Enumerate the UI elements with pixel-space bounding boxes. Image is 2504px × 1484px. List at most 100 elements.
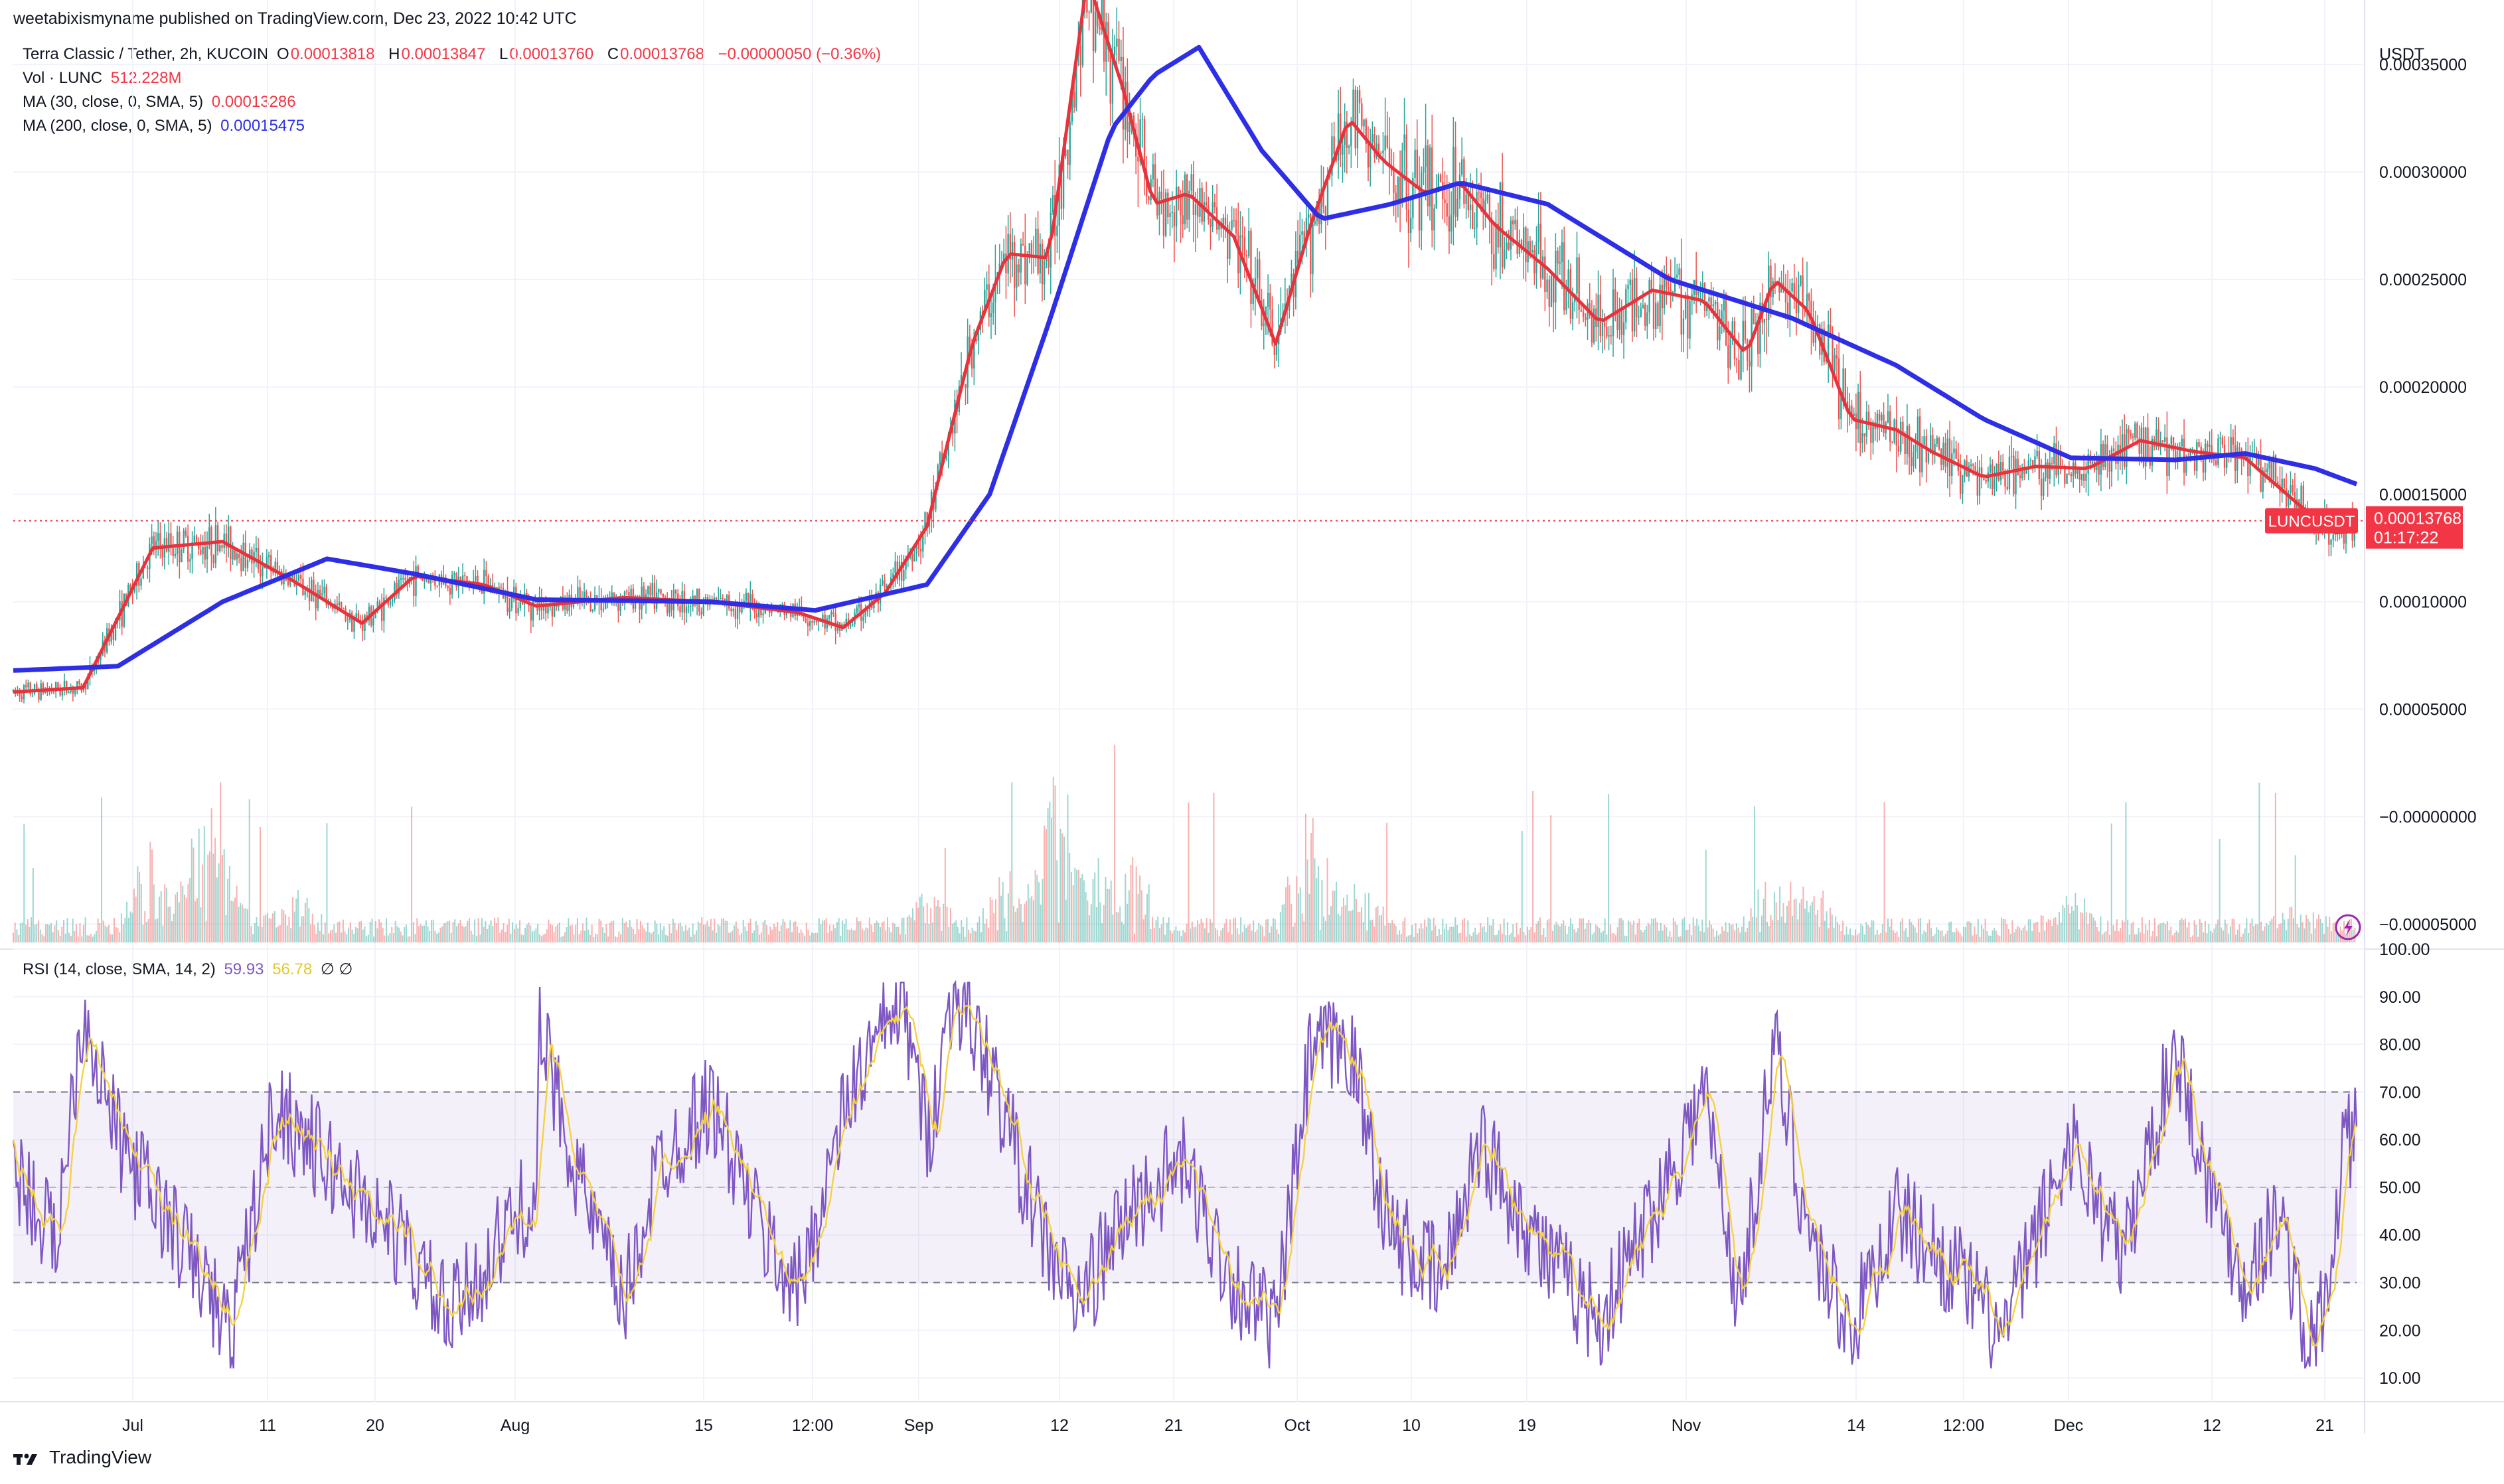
volume-bar [380,922,382,942]
volume-value: 512.228M [110,69,182,87]
volume-bar [1546,920,1548,942]
volume-bar [760,932,762,942]
volume-bar [308,908,310,942]
tradingview-brand[interactable]: TradingView [13,1447,151,1468]
candle-body [2076,468,2078,474]
volume-bar [1168,917,1170,942]
candle-body [202,546,204,555]
volume-bar [1375,907,1377,942]
symbol-title[interactable]: Terra Classic / Tether, 2h, KUCOIN [23,45,269,63]
rsi-axis[interactable]: 100.0090.0080.0070.0060.0050.0040.0030.0… [2379,940,2430,1388]
volume-bar [1815,915,1817,942]
candle-body [602,609,605,611]
volume-bar [1858,932,1860,942]
volume-bar [1591,934,1593,942]
volume-bar [989,897,991,942]
volume-bar [79,923,81,942]
volume-bar [557,924,559,942]
candle-body [1618,309,1620,330]
candle-body [647,586,649,595]
volume-bar [1856,935,1858,942]
candle-body [1731,321,1733,337]
volume-bar [112,934,114,942]
candle-body [181,550,183,563]
volume-bar [2199,919,2201,942]
volume-bar [1387,923,1389,942]
volume-bar [158,896,160,942]
volume-bar [2087,923,2089,942]
volume-bar [1180,935,1182,942]
volume-bar [337,922,339,942]
volume-bar [1229,919,1231,942]
candle-body [123,593,125,627]
volume-bar [378,919,380,942]
volume-bar [607,936,609,942]
volume-bar [99,923,101,942]
candle-body [1701,283,1704,292]
volume-bar [2147,930,2149,942]
volume-bar [1054,785,1056,942]
volume-bar [791,932,793,942]
ma30-label[interactable]: MA (30, close, 0, SMA, 5) [23,93,204,111]
candle-body [487,576,489,589]
candle-body [517,608,519,614]
candle-body [2300,485,2302,512]
volume-bar [957,927,959,942]
volume-bar [1970,923,1972,942]
volume-bar [1026,901,1028,942]
volume-bar [1279,912,1281,942]
volume-bar [301,916,303,942]
rsi-value: 59.93 [224,960,264,978]
volume-bar [268,918,270,942]
candle-body [994,280,996,303]
rsi-label[interactable]: RSI (14, close, SMA, 14, 2) [23,960,216,978]
candle-body [221,544,223,548]
volume-bar [1833,928,1835,942]
volume-bar [1429,919,1431,942]
volume-bar [1160,924,1162,942]
lightning-icon[interactable] [2335,914,2361,940]
price-axis[interactable]: 0.000350000.000300000.000250000.00020000… [2379,56,2477,934]
volume-bar [668,923,670,942]
candle-body [63,680,66,688]
volume-bar [180,881,182,942]
candle-body [2087,454,2089,474]
volume-bar [1153,928,1155,942]
candle-body [519,597,521,609]
volume-label[interactable]: Vol · LUNC [23,69,103,87]
volume-bar [331,929,333,942]
candle-body [2091,461,2094,464]
time-axis[interactable]: Jul 11 20 Aug 15 12:00 Sep 12 21 Oct 10 19 Nov 14 12:0… [122,1416,2334,1435]
volume-bar [396,926,398,942]
volume-bar [2352,929,2354,942]
candle-body [1994,479,1995,489]
volume-bar [1757,889,1759,942]
volume-bar [1938,929,1940,942]
volume-bar [1210,919,1212,942]
volume-bar [1533,932,1535,942]
volume-bar [2317,914,2319,942]
volume-bar [1559,927,1561,942]
volume-bar [1485,932,1487,942]
price-tick-label: 0.00005000 [2379,701,2467,719]
candle-body [1989,464,1992,473]
volume-bar [1712,928,1714,942]
candle-body [193,535,195,542]
candle-body [1682,318,1685,335]
volume-bar [576,918,578,942]
ohlc-low-key: L [499,45,509,63]
candle-body [1719,327,1721,340]
candle-body [1143,119,1146,173]
candle-body [664,597,666,599]
volume-bar [281,909,283,942]
candle-body [611,592,613,598]
volume-bar [1779,886,1781,942]
candle-body [551,607,554,617]
volume-bar [984,923,986,942]
volume-bar [54,925,56,942]
volume-bar [596,934,598,942]
candle-body [66,680,68,694]
ma200-label[interactable]: MA (200, close, 0, SMA, 5) [23,117,212,135]
volume-bar [1826,911,1828,942]
